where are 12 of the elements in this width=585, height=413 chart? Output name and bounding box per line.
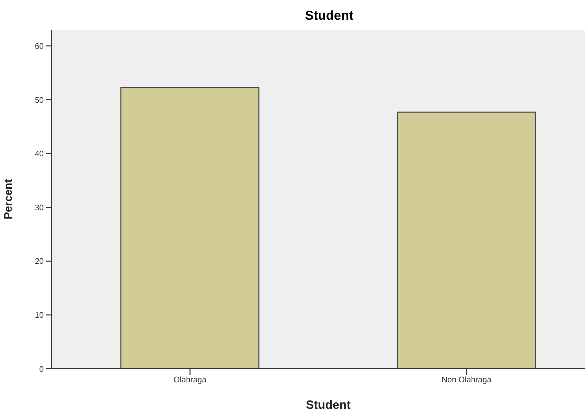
y-tick-label: 10 (35, 311, 45, 320)
y-tick-label: 20 (35, 257, 45, 266)
x-tick-label: Non Olahraga (442, 376, 492, 385)
x-axis-title: Student (306, 398, 351, 412)
chart-title: Student (304, 8, 355, 23)
y-tick-label: 50 (35, 96, 45, 105)
x-tick-label: Olahraga (174, 376, 208, 385)
y-tick-label: 30 (35, 203, 45, 212)
y-axis-title: Percent (2, 178, 15, 220)
y-tick-label: 0 (40, 364, 45, 374)
y-tick-label: 60 (35, 42, 45, 51)
y-tick-label: 40 (35, 150, 45, 159)
